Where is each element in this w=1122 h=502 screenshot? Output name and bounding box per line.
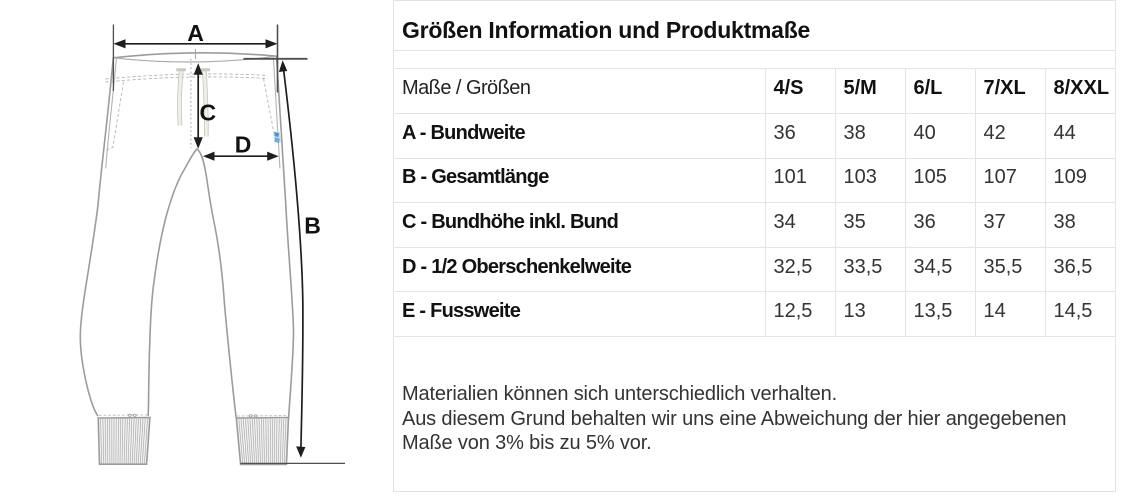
svg-text:C: C [199,100,216,126]
svg-text:A: A [187,20,204,46]
svg-text:D: D [235,132,252,158]
svg-text:B: B [304,213,321,239]
